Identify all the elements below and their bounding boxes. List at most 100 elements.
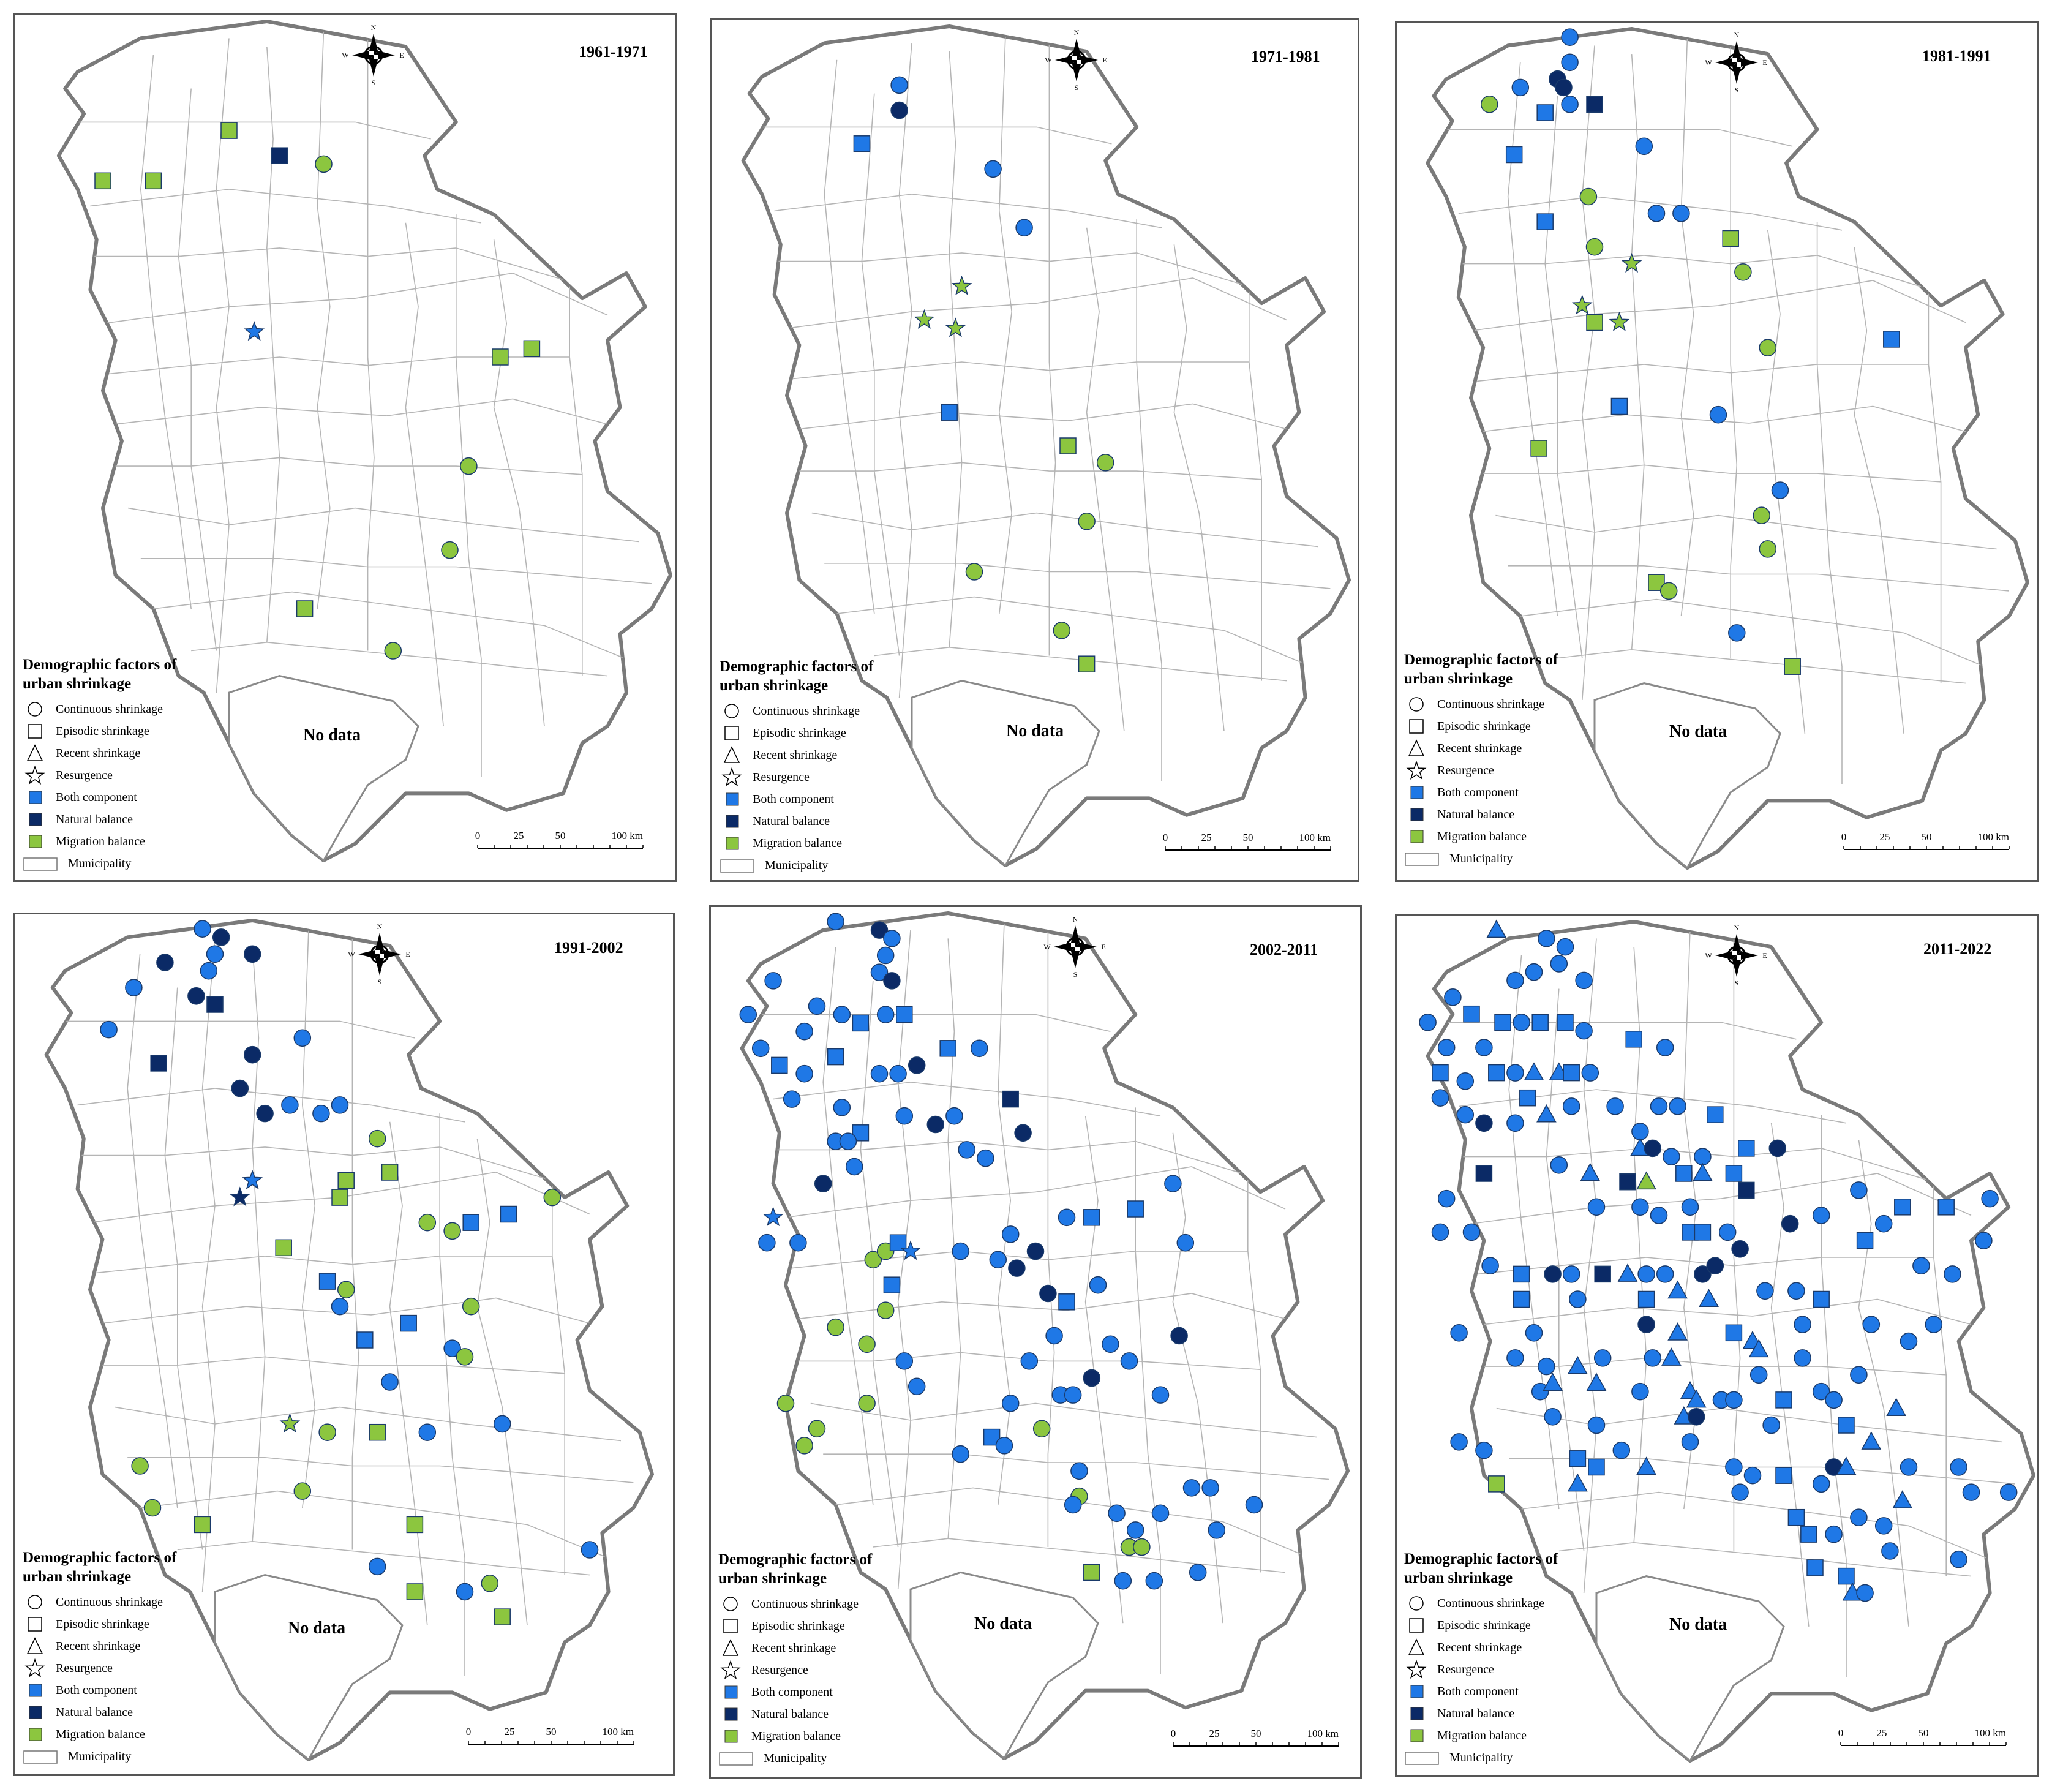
legend-item-label: Episodic shrinkage: [1437, 719, 1531, 733]
continuous-natural-symbol: [883, 972, 901, 990]
no-data-region: [1595, 1575, 1785, 1763]
scale-bar: 0 25 50 100 km: [1835, 825, 2018, 859]
square-fill-icon: [726, 815, 739, 828]
continuous-both-symbol: [739, 1006, 757, 1023]
svg-text:E: E: [1762, 951, 1767, 960]
svg-text:W: W: [1705, 951, 1712, 960]
resurgence-migration-symbol: [1609, 311, 1630, 331]
legend-item: Recent shrinkage: [1404, 1636, 1600, 1658]
square-fill-icon: [29, 1684, 42, 1697]
legend-item: Resurgence: [720, 766, 915, 788]
continuous-both-symbol: [1444, 988, 1462, 1006]
episodic-natural-symbol: [150, 1055, 167, 1072]
episodic-both-symbol: [356, 1331, 374, 1349]
recent-both-symbol: [1886, 1398, 1906, 1417]
episodic-migration-symbol: [406, 1516, 424, 1534]
continuous-both-symbol: [1015, 219, 1033, 237]
continuous-both-symbol: [758, 1233, 776, 1252]
continuous-both-symbol: [1950, 1550, 1967, 1568]
continuous-migration-symbol: [293, 1482, 312, 1500]
continuous-both-symbol: [1787, 1282, 1805, 1300]
legend-item: Recent shrinkage: [1404, 737, 1600, 759]
continuous-migration-symbol: [965, 563, 983, 581]
legend-item-label: Continuous shrinkage: [753, 704, 860, 718]
star-outline-icon: [721, 767, 742, 786]
episodic-both-symbol: [853, 135, 871, 152]
recent-migration-symbol: [1636, 1171, 1656, 1190]
continuous-both-symbol: [1562, 1265, 1580, 1283]
episodic-migration-symbol: [494, 1608, 511, 1625]
legend-item: Both component: [720, 788, 915, 810]
continuous-both-symbol: [1462, 1223, 1481, 1241]
square-fill-icon: [724, 1730, 738, 1743]
svg-text:100 km: 100 km: [1307, 1728, 1339, 1739]
legend-item: Recent shrinkage: [23, 1635, 219, 1657]
legend: Demographic factors of urban shrinkage Co…: [718, 1550, 914, 1769]
episodic-both-symbol: [1625, 1031, 1642, 1048]
legend-item-label: Both component: [753, 792, 834, 806]
square-fill-icon: [1410, 1707, 1424, 1720]
north-arrow-icon: N S W E: [1703, 29, 1770, 99]
continuous-both-symbol: [1663, 1148, 1680, 1165]
continuous-both-symbol: [1925, 1316, 1943, 1333]
svg-text:N: N: [377, 922, 383, 931]
scale-bar: 0 25 50 100 km: [459, 1720, 643, 1753]
legend: Demographic factors of urban shrinkage Co…: [1404, 1549, 1600, 1769]
continuous-natural-symbol: [1768, 1139, 1787, 1158]
continuous-migration-symbol: [1096, 454, 1114, 472]
continuous-natural-symbol: [1781, 1214, 1799, 1233]
legend-item-label: Migration balance: [56, 1727, 146, 1741]
continuous-both-symbol: [1962, 1483, 1980, 1501]
continuous-both-symbol: [1950, 1458, 1967, 1476]
episodic-both-symbol: [1432, 1064, 1449, 1082]
continuous-both-symbol: [381, 1373, 399, 1391]
continuous-both-symbol: [1506, 1064, 1524, 1082]
resurgence-migration-symbol: [279, 1413, 301, 1433]
no-data-label: No data: [974, 1614, 1032, 1633]
continuous-both-symbol: [1550, 1156, 1568, 1174]
episodic-migration-symbol: [492, 348, 509, 366]
country-outline: [56, 20, 672, 862]
star-outline-icon: [24, 765, 45, 785]
continuous-migration-symbol: [876, 1301, 895, 1319]
episodic-both-symbol: [1838, 1417, 1855, 1434]
svg-text:25: 25: [1209, 1728, 1220, 1739]
continuous-both-symbol: [890, 76, 908, 94]
continuous-both-symbol: [200, 962, 218, 980]
recent-both-symbol: [1693, 1162, 1713, 1181]
scale-bar: 0 25 50 100 km: [1156, 826, 1340, 859]
continuous-both-symbol: [1981, 1189, 1999, 1208]
svg-text:E: E: [405, 950, 410, 958]
continuous-both-symbol: [443, 1339, 461, 1357]
episodic-both-symbol: [1610, 397, 1628, 415]
svg-text:W: W: [348, 950, 355, 958]
continuous-both-symbol: [1731, 1483, 1749, 1501]
continuous-natural-symbol: [1039, 1284, 1057, 1303]
svg-text:0: 0: [475, 830, 481, 841]
episodic-both-symbol: [1725, 1165, 1743, 1182]
legend-item: Natural balance: [720, 810, 915, 832]
continuous-both-symbol: [1756, 1282, 1774, 1300]
episodic-natural-symbol: [1002, 1090, 1019, 1108]
legend-item-label: Resurgence: [1437, 1662, 1494, 1676]
continuous-both-symbol: [1114, 1572, 1132, 1590]
legend-item-label: Continuous shrinkage: [1437, 1596, 1544, 1610]
legend-item: Natural balance: [23, 1701, 219, 1723]
continuous-both-symbol: [1556, 938, 1574, 956]
square-fill-icon: [1410, 1729, 1424, 1742]
legend-item: Migration balance: [1404, 1725, 1600, 1747]
legend-item-label: Resurgence: [56, 1661, 113, 1675]
square-fill-icon: [1410, 808, 1424, 821]
continuous-both-symbol: [1201, 1479, 1219, 1497]
rect-outline-icon: [719, 1752, 753, 1766]
rect-outline-icon: [1405, 853, 1439, 866]
legend-item-label: Municipality: [765, 858, 829, 872]
continuous-both-symbol: [908, 1377, 926, 1396]
svg-text:E: E: [1762, 58, 1767, 67]
legend-item-label: Natural balance: [751, 1707, 829, 1721]
continuous-both-symbol: [895, 1107, 914, 1125]
continuous-both-symbol: [1794, 1316, 1811, 1333]
continuous-both-symbol: [1725, 1391, 1743, 1409]
continuous-both-symbol: [1108, 1504, 1126, 1523]
legend-item: Both component: [23, 786, 219, 808]
